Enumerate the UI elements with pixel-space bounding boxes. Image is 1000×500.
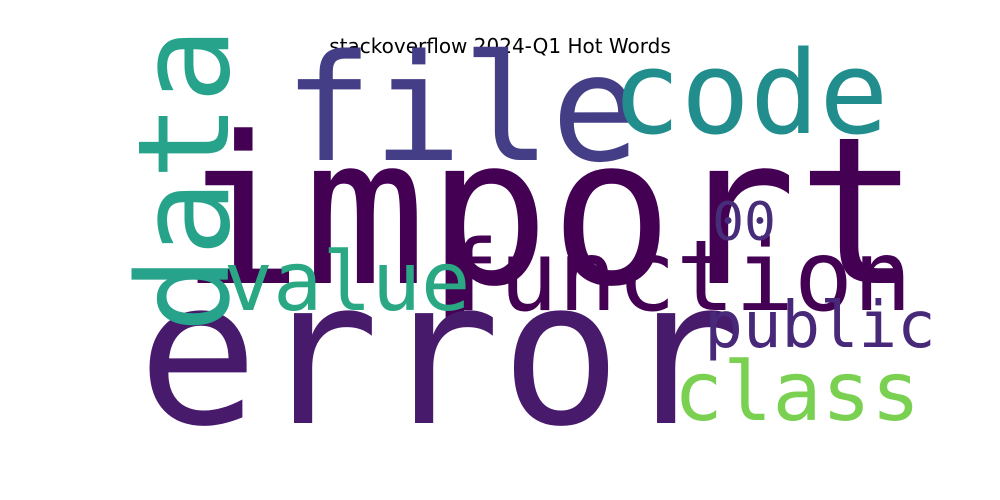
word-file: file [284,23,640,195]
word-00: 00 [712,192,776,253]
word-public: public [704,289,935,363]
word-value: value [224,235,471,330]
word-data: data [110,27,258,333]
word-class: class [674,345,921,440]
word-import: import [180,94,921,332]
chart-title: stackoverflow 2024-Q1 Hot Words [329,34,671,58]
word-error: error [137,237,742,471]
word-code: code [612,27,889,161]
word-function: function [440,220,912,334]
